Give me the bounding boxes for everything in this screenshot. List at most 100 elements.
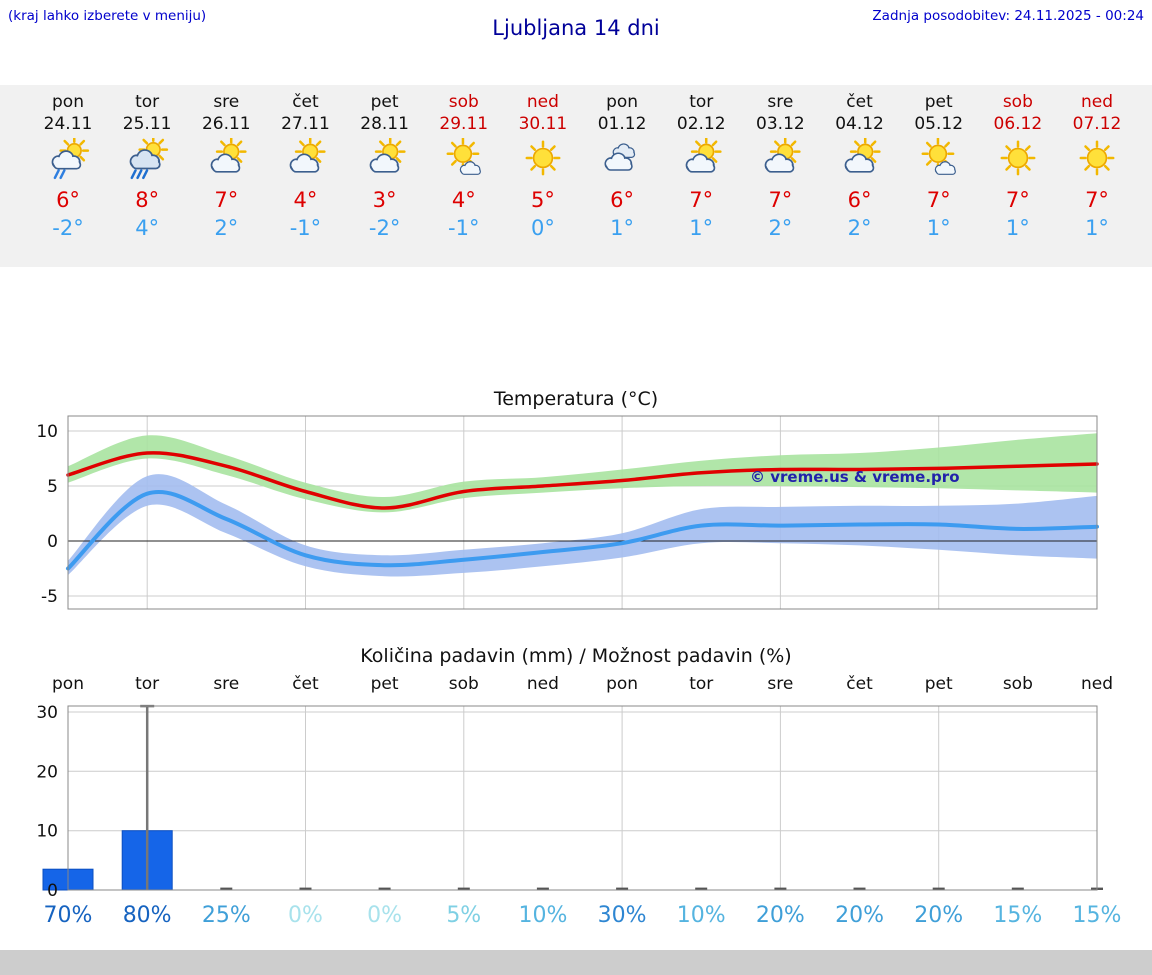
- day-low-temp: 4°: [135, 216, 160, 240]
- day-date: 02.12: [676, 114, 726, 134]
- precip-probability: 20%: [914, 903, 964, 928]
- precip-trace-mark: [616, 887, 629, 890]
- cloudy-icon: [604, 143, 636, 171]
- sunny-icon: [525, 140, 561, 176]
- day-date: 01.12: [597, 114, 647, 134]
- partly-cloudy-icon: [765, 138, 801, 173]
- precip-weekday-label: pon: [52, 674, 84, 694]
- day-cell-06.12[interactable]: sob 06.12 7° 1°: [978, 91, 1058, 242]
- day-name: pon: [606, 92, 639, 112]
- precip-weekday-label: sob: [1002, 674, 1033, 694]
- footer-bar: [0, 950, 1152, 975]
- temperature-chart-title: Temperatura (°C): [493, 388, 659, 410]
- day-name: sob: [448, 92, 479, 112]
- day-cell-02.12[interactable]: tor 02.12 7° 1°: [661, 91, 741, 242]
- day-low-temp: 2°: [768, 216, 793, 240]
- forecast-day-strip: pon 24.11 6° -2° tor 25.11 8° 4° sre 26.11 7° 2° čet…: [0, 85, 1152, 267]
- precip-probability: 30%: [597, 903, 647, 928]
- location-menu-hint: (kraj lahko izberete v meniju): [8, 8, 207, 24]
- temp-ytick: 0: [47, 532, 58, 552]
- day-high-temp: 6°: [847, 188, 872, 212]
- day-low-temp: 1°: [610, 216, 634, 240]
- precip-trace-mark: [299, 887, 312, 890]
- day-high-temp: 7°: [768, 188, 793, 212]
- day-low-temp: -1°: [448, 216, 480, 240]
- page-title: Ljubljana 14 dni: [492, 16, 660, 40]
- precip-chart-title: Količina padavin (mm) / Možnost padavin …: [360, 645, 792, 667]
- sun-cloud-heavy-rain-icon: [129, 138, 169, 180]
- day-name: tor: [689, 92, 714, 112]
- day-low-temp: 1°: [1085, 216, 1109, 240]
- day-low-temp: -2°: [368, 216, 401, 240]
- precip-weekday-label: sre: [213, 674, 240, 694]
- day-high-temp: 8°: [135, 188, 160, 212]
- precip-probability: 80%: [122, 903, 172, 928]
- day-name: sre: [213, 92, 240, 112]
- day-high-temp: 7°: [926, 188, 951, 212]
- precip-probability: 20%: [835, 903, 884, 928]
- day-date: 05.12: [914, 114, 964, 134]
- day-cell-01.12[interactable]: pon 01.12 6° 1°: [582, 91, 662, 242]
- precip-trace-mark: [695, 887, 708, 890]
- day-high-temp: 4°: [293, 188, 318, 212]
- precip-probability: 20%: [755, 903, 805, 928]
- day-name: pet: [370, 92, 399, 112]
- day-low-temp: 1°: [689, 216, 714, 240]
- day-high-temp: 6°: [610, 188, 634, 212]
- precip-probability: 0%: [367, 903, 403, 928]
- temp-min-line: [66, 490, 1099, 571]
- partly-cloudy-icon: [844, 138, 881, 173]
- precip-trace-mark: [378, 887, 391, 890]
- day-name: pon: [52, 92, 84, 112]
- day-high-temp: 6°: [56, 188, 80, 212]
- precipitation-chart: 0 10 20 30: [36, 703, 1103, 900]
- day-cell-24.11[interactable]: pon 24.11 6° -2°: [28, 91, 108, 242]
- day-cell-30.11[interactable]: ned 30.11 5° 0°: [503, 91, 583, 242]
- precip-trace-mark: [853, 887, 866, 890]
- vreme-watermark-link[interactable]: © vreme.us & vreme.pro: [750, 468, 960, 486]
- day-cell-28.11[interactable]: pet 28.11 3° -2°: [345, 91, 425, 242]
- precip-probability: 0%: [288, 903, 323, 928]
- day-cell-26.11[interactable]: sre 26.11 7° 2°: [186, 91, 266, 242]
- day-cell-29.11[interactable]: sob 29.11 4° -1°: [424, 91, 504, 242]
- precip-weekday-label: pon: [606, 674, 639, 694]
- precip-ytick: 20: [36, 762, 58, 782]
- day-low-temp: 0°: [530, 216, 555, 240]
- day-cell-27.11[interactable]: čet 27.11 4° -1°: [265, 91, 345, 242]
- precip-probability: 15%: [1072, 903, 1122, 928]
- day-high-temp: 3°: [372, 188, 397, 212]
- temp-ytick: 10: [36, 422, 58, 442]
- day-cell-07.12[interactable]: ned 07.12 7° 1°: [1057, 91, 1137, 242]
- day-high-temp: 5°: [530, 188, 555, 212]
- precip-weekday-label: čet: [846, 674, 873, 694]
- temp-max-band: [68, 433, 1097, 513]
- partly-cloudy-icon: [685, 138, 722, 173]
- precip-ytick: 30: [36, 703, 58, 723]
- day-date: 07.12: [1072, 114, 1122, 134]
- day-low-temp: 1°: [926, 216, 951, 240]
- day-low-temp: -1°: [289, 216, 322, 240]
- sunny-icon: [1079, 140, 1115, 176]
- precip-probability: 10%: [676, 903, 726, 928]
- precip-weekday-label: pet: [924, 674, 953, 694]
- day-cell-04.12[interactable]: čet 04.12 6° 2°: [820, 91, 900, 242]
- precip-probability: 10%: [518, 903, 568, 928]
- precip-trace-mark: [932, 887, 945, 890]
- precip-probability: 25%: [201, 903, 251, 928]
- day-cell-05.12[interactable]: pet 05.12 7° 1°: [899, 91, 979, 242]
- day-date: 28.11: [360, 114, 409, 134]
- day-name: sob: [1002, 92, 1033, 112]
- day-cell-03.12[interactable]: sre 03.12 7° 2°: [740, 91, 820, 242]
- precip-weekday-label: tor: [135, 674, 160, 694]
- day-high-temp: 7°: [689, 188, 714, 212]
- precip-trace-mark: [774, 887, 787, 890]
- precip-weekday-label: ned: [526, 674, 559, 694]
- day-name: čet: [846, 92, 873, 112]
- precip-probability: 70%: [43, 903, 93, 928]
- day-cell-25.11[interactable]: tor 25.11 8° 4°: [107, 91, 187, 242]
- day-date: 04.12: [835, 114, 884, 134]
- day-high-temp: 4°: [451, 188, 476, 212]
- day-date: 26.11: [201, 114, 251, 134]
- day-high-temp: 7°: [214, 188, 239, 212]
- day-high-temp: 7°: [1085, 188, 1109, 212]
